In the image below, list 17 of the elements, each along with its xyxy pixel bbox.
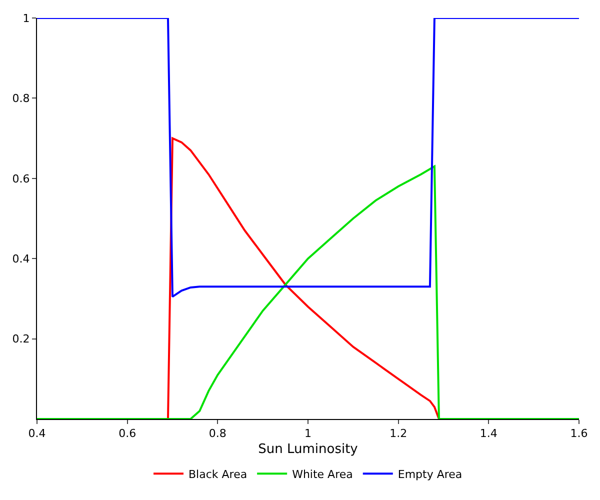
- x-tick-label: 1.4: [480, 427, 498, 440]
- x-tick-label: 0.8: [208, 427, 226, 440]
- x-tick-label: 0.6: [118, 427, 136, 440]
- legend-label: Black Area: [188, 468, 248, 481]
- y-tick-label: 0.8: [12, 92, 30, 106]
- y-tick-label: 0.6: [12, 172, 30, 186]
- y-tick-label: 1: [22, 12, 30, 25]
- x-tick-label: 0.4: [28, 427, 46, 440]
- x-tick-label: 1: [304, 427, 312, 440]
- x-tick-label: 1.2: [390, 427, 408, 440]
- x-tick-label: 1.6: [570, 427, 588, 440]
- y-tick-label: 0.2: [12, 332, 30, 346]
- legend-label: Empty Area: [398, 468, 462, 481]
- legend-label: White Area: [292, 468, 353, 481]
- line-series: [37, 18, 579, 298]
- x-axis-title: Sun Luminosity: [258, 442, 358, 457]
- y-tick-label: 0.4: [12, 252, 30, 266]
